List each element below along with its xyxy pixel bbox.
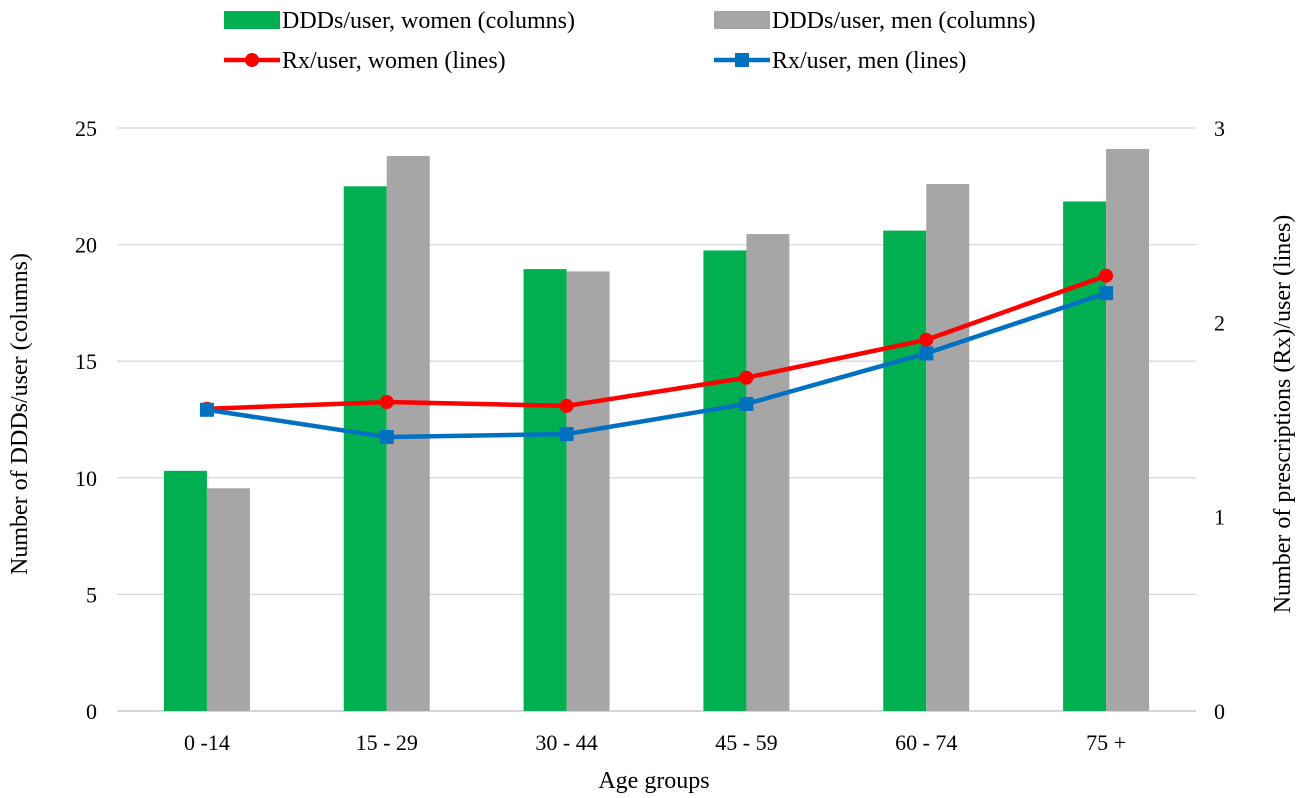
axes: 0 5 10 15 20 25 0 1 2 3 0 -14 15 - 29 30 - 44 45 - 59…: [75, 116, 1225, 755]
bar-women: [703, 250, 747, 711]
legend-item: DDDs/user, women (columns): [224, 8, 575, 34]
x-tick-label: 0 -14: [184, 730, 230, 755]
x-tick-label: 75 +: [1086, 730, 1126, 755]
bar-men: [386, 155, 430, 711]
y2-tick-label: 2: [1214, 310, 1225, 335]
point-men: [559, 427, 574, 442]
legend-item: Rx/user, men (lines): [714, 48, 966, 74]
legend-swatch: [714, 11, 770, 29]
legend-item: Rx/user, women (lines): [224, 48, 506, 74]
legend-item: DDDs/user, men (columns): [714, 8, 1036, 34]
y2-tick-label: 1: [1214, 505, 1225, 530]
legend-marker: [735, 53, 749, 67]
legend-marker: [245, 53, 259, 67]
point-men: [199, 402, 214, 417]
line-men: [206, 291, 1107, 440]
line-women: [206, 273, 1107, 412]
gridlines: [117, 127, 1196, 712]
bar-series: [163, 148, 1150, 712]
point-women: [919, 332, 934, 347]
x-tick-label: 60 - 74: [895, 730, 957, 755]
bar-men: [1106, 148, 1150, 711]
bar-men: [746, 234, 790, 711]
point-women: [559, 398, 574, 413]
bar-men: [206, 488, 250, 711]
legend-label: DDDs/user, women (columns): [282, 8, 575, 34]
bar-women: [883, 230, 927, 711]
y-tick-label: 10: [75, 466, 97, 491]
bar-men: [566, 271, 610, 711]
legend: DDDs/user, women (columns) DDDs/user, men…: [224, 8, 1036, 74]
x-tick-label: 15 - 29: [356, 730, 418, 755]
legend-swatch: [224, 11, 280, 29]
legend-label: DDDs/user, men (columns): [772, 8, 1036, 34]
y-tick-label: 5: [86, 582, 97, 607]
x-tick-label: 30 - 44: [535, 730, 597, 755]
line-series: [199, 268, 1114, 444]
point-men: [1099, 286, 1114, 301]
bar-women: [343, 186, 387, 712]
point-women: [1099, 268, 1114, 283]
x-tick-label: 45 - 59: [715, 730, 777, 755]
y-tick-label: 20: [75, 233, 97, 258]
y2-tick-label: 3: [1214, 116, 1225, 141]
point-women: [739, 370, 754, 385]
x-axis-title: Age groups: [598, 768, 709, 794]
bar-men: [926, 183, 970, 711]
point-men: [919, 346, 934, 361]
legend-label: Rx/user, women (lines): [282, 48, 506, 74]
point-men: [379, 429, 394, 444]
y-tick-label: 0: [86, 699, 97, 724]
point-women: [379, 395, 394, 410]
point-men: [739, 396, 754, 411]
bar-women: [163, 470, 207, 711]
y-tick-label: 15: [75, 349, 97, 374]
y-tick-label: 25: [75, 116, 97, 141]
y-axis-title: Number of DDDs/user (columns): [7, 253, 33, 575]
legend-label: Rx/user, men (lines): [772, 48, 966, 74]
y2-tick-label: 0: [1214, 699, 1225, 724]
bar-women: [523, 269, 567, 711]
y2-axis-title: Number of prescriptions (Rx)/user (lines…: [1270, 215, 1296, 614]
